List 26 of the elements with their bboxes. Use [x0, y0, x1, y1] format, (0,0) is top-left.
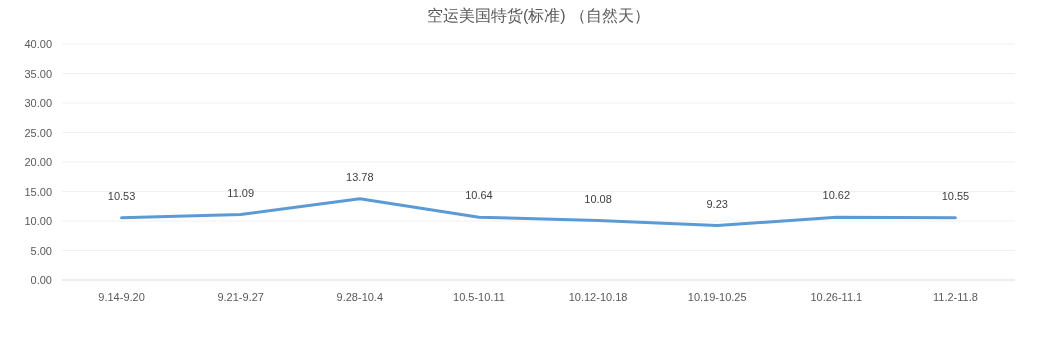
chart-title: 空运美国特货(标准) （自然天） — [426, 7, 651, 24]
x-tick-label: 10.26-11.1 — [810, 291, 863, 303]
y-tick-label: 35.00 — [24, 67, 52, 80]
data-label: 13.78 — [346, 170, 374, 183]
x-tick-label: 9.21-9.27 — [217, 291, 264, 303]
y-tick-label: 5.00 — [30, 244, 52, 257]
y-tick-label: 25.00 — [24, 126, 52, 139]
data-label: 10.55 — [941, 189, 970, 202]
x-tick-label: 11.2-11.8 — [933, 291, 978, 303]
y-tick-label: 40.00 — [24, 38, 52, 50]
data-label: 10.53 — [107, 189, 136, 202]
data-label: 10.64 — [465, 189, 493, 202]
y-tick-label: 0.00 — [30, 274, 52, 286]
x-tick-label: 10.12-10.18 — [568, 291, 628, 303]
x-tick-label: 9.28-10.4 — [336, 291, 384, 303]
y-tick-label: 15.00 — [24, 185, 52, 198]
data-label: 11.09 — [227, 186, 255, 199]
y-tick-label: 30.00 — [24, 97, 52, 109]
y-tick-label: 10.00 — [24, 215, 52, 227]
data-label: 10.08 — [584, 192, 612, 205]
x-tick-label: 10.5-10.11 — [453, 291, 505, 303]
x-tick-label: 9.14-9.20 — [98, 291, 145, 303]
x-tick-label: 10.19-10.25 — [687, 291, 747, 303]
data-label: 10.62 — [822, 189, 851, 202]
y-tick-label: 20.00 — [24, 156, 52, 168]
data-label: 9.23 — [706, 197, 728, 210]
